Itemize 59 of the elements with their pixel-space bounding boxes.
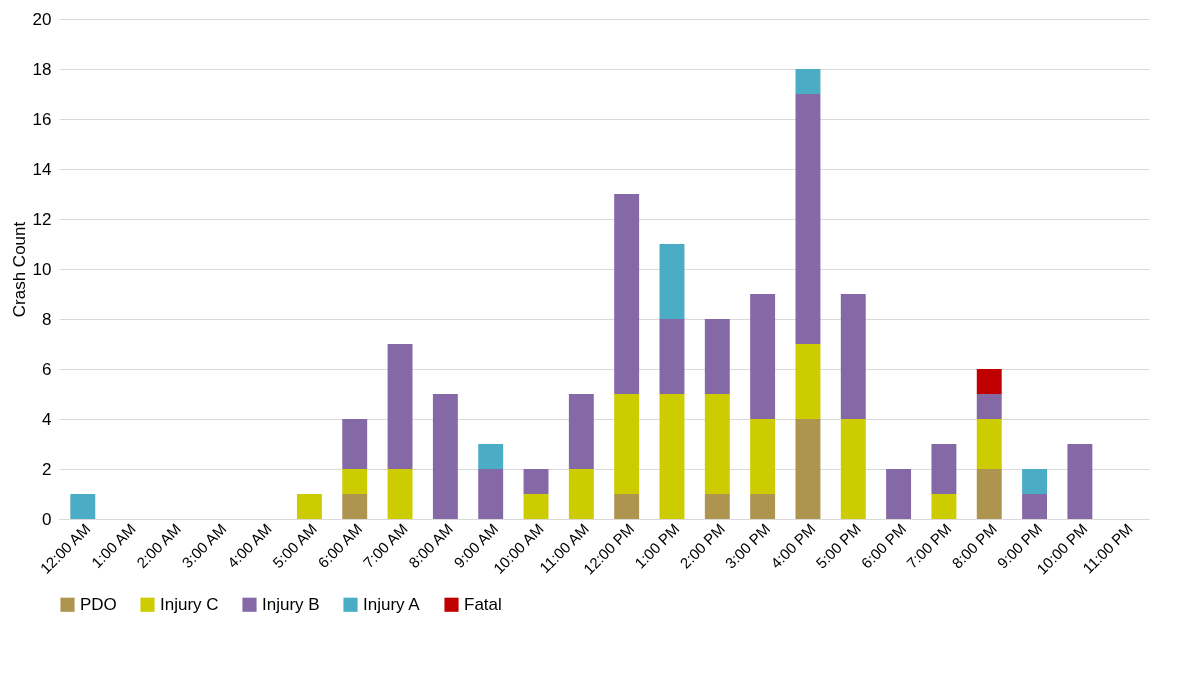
bar xyxy=(523,469,549,494)
bar xyxy=(614,194,640,394)
bar xyxy=(931,494,957,519)
bar xyxy=(296,494,322,519)
bar xyxy=(750,294,776,419)
y-tick-label: 0 xyxy=(42,509,52,529)
legend-label: PDO xyxy=(80,594,117,614)
y-tick-label: 16 xyxy=(32,109,52,129)
legend-label: Injury C xyxy=(160,594,219,614)
bar xyxy=(704,319,730,394)
bar xyxy=(750,419,776,494)
bar xyxy=(614,394,640,494)
bar xyxy=(387,344,413,469)
bar xyxy=(432,394,458,519)
bar xyxy=(614,494,640,519)
bar xyxy=(931,444,957,494)
bar xyxy=(886,469,912,519)
bar xyxy=(1067,444,1093,519)
y-tick-label: 4 xyxy=(42,409,52,429)
bar xyxy=(795,344,821,419)
y-tick-label: 8 xyxy=(42,309,52,329)
bar xyxy=(478,469,504,519)
bar xyxy=(70,494,96,519)
bar xyxy=(1022,469,1048,494)
y-tick-label: 6 xyxy=(42,359,52,379)
y-tick-label: 10 xyxy=(32,259,52,279)
y-tick-label: 12 xyxy=(32,209,52,229)
bar xyxy=(659,244,685,319)
bar xyxy=(795,94,821,344)
bar xyxy=(704,394,730,494)
legend-label: Injury A xyxy=(363,594,421,614)
bar xyxy=(840,294,866,419)
y-tick-label: 18 xyxy=(32,59,52,79)
bar xyxy=(976,394,1002,419)
bar xyxy=(478,444,504,469)
bar xyxy=(976,419,1002,469)
bar xyxy=(795,419,821,519)
bar xyxy=(1022,494,1048,519)
bar xyxy=(976,369,1002,394)
y-axis-title: Crash Count xyxy=(9,221,29,318)
bar xyxy=(568,394,594,469)
bar xyxy=(976,469,1002,519)
bar xyxy=(568,469,594,519)
bar xyxy=(659,394,685,519)
bar xyxy=(342,494,368,519)
bar xyxy=(704,494,730,519)
bar xyxy=(795,69,821,94)
bar xyxy=(342,469,368,494)
y-tick-label: 20 xyxy=(32,9,52,29)
bar xyxy=(523,494,549,519)
bar xyxy=(387,469,413,519)
y-tick-label: 14 xyxy=(32,159,52,179)
bar xyxy=(342,419,368,469)
legend-label: Fatal xyxy=(464,594,502,614)
bar xyxy=(750,494,776,519)
bar xyxy=(659,319,685,394)
bar xyxy=(840,419,866,519)
y-tick-label: 2 xyxy=(42,459,52,479)
legend-label: Injury B xyxy=(262,594,320,614)
